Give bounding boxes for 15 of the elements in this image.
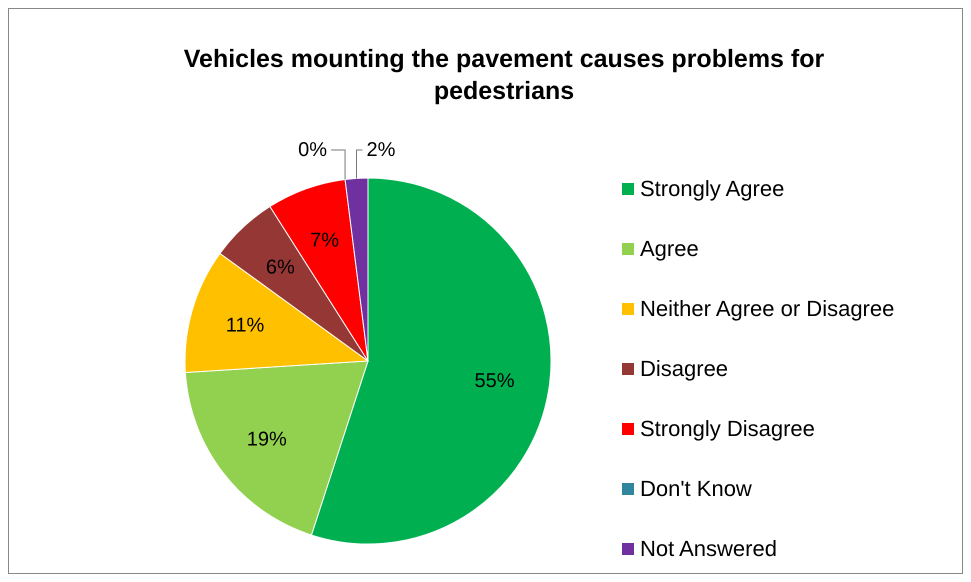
data-label: 19% <box>246 428 288 451</box>
data-label: 7% <box>310 229 340 252</box>
data-label: 2% <box>366 139 396 161</box>
legend-label: Strongly Disagree <box>640 416 815 442</box>
legend-label: Not Answered <box>640 536 777 562</box>
chart-title: Vehicles mounting the pavement causes problems for pedestrians <box>182 44 826 107</box>
data-label: 11% <box>226 314 264 336</box>
data-label: 55% <box>474 370 515 392</box>
text: 0% <box>298 139 328 161</box>
legend-label: Don't Know <box>640 476 752 502</box>
data-label: 6% <box>266 256 295 279</box>
legend-label: Disagree <box>640 356 728 382</box>
legend-label: Strongly Agree <box>640 176 784 202</box>
legend-label: Agree <box>640 236 699 262</box>
legend-label: Neither Agree or Disagree <box>640 296 894 322</box>
